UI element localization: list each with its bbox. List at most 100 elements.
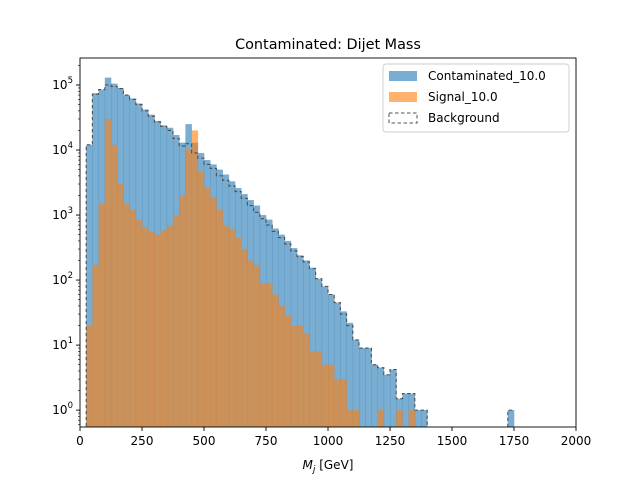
y-tick-exponent: 5 <box>68 76 73 86</box>
histogram-bar <box>166 225 174 427</box>
histogram-bar <box>247 260 254 427</box>
histogram-bar <box>290 325 298 427</box>
x-axis-label-subscript: j <box>311 465 316 475</box>
series-signal-10-0 <box>86 118 416 427</box>
histogram-bar <box>235 237 242 427</box>
x-tick-label: 750 <box>255 434 278 448</box>
y-tick-base: 10 <box>52 208 67 222</box>
histogram-bar <box>421 410 428 427</box>
x-tick-label: 2000 <box>561 434 592 448</box>
histogram-bar <box>408 410 416 427</box>
histogram-bar <box>507 410 515 427</box>
histogram-bar <box>377 367 385 427</box>
histogram-bar <box>334 379 341 427</box>
series-background <box>85 84 514 427</box>
histogram-bar <box>346 322 354 427</box>
histogram-bar <box>253 265 261 427</box>
histogram-bar <box>352 339 360 427</box>
histogram-bar <box>241 249 248 427</box>
histogram-bar <box>259 283 267 427</box>
y-tick-label: 104 <box>52 141 73 157</box>
histogram-bar <box>160 230 168 427</box>
x-axis-label: Mj [GeV] <box>303 458 354 475</box>
histogram-bar <box>173 215 180 427</box>
legend-swatch <box>389 92 417 102</box>
histogram-bar <box>92 265 99 427</box>
histogram-bar <box>309 267 316 427</box>
histogram-bar <box>104 118 112 427</box>
y-tick-label: 100 <box>52 401 73 417</box>
histogram-bar <box>135 219 143 427</box>
legend-label: Background <box>428 111 500 125</box>
histogram-bar <box>228 229 236 427</box>
histogram-bar <box>315 351 323 427</box>
histogram-bar <box>117 184 124 427</box>
histogram-bar <box>390 369 397 427</box>
y-tick-base: 10 <box>52 143 67 157</box>
histogram-bar <box>216 209 223 427</box>
histogram-bar <box>129 209 137 427</box>
histogram-bar <box>340 379 347 427</box>
legend-box <box>382 63 570 133</box>
x-axis-label-symbol: M <box>303 458 314 472</box>
histogram-bar <box>86 325 93 427</box>
histogram-bar <box>303 333 310 427</box>
histogram-bar <box>191 130 199 427</box>
legend-swatch <box>389 71 417 81</box>
y-tick-exponent: 0 <box>68 401 73 411</box>
x-axis: 0 250 500 750 1000 1250 1500 1750 2000 <box>76 427 591 448</box>
histogram-bar <box>272 294 279 427</box>
histogram-bar <box>328 294 335 427</box>
histogram-bar <box>179 195 186 427</box>
histogram-bar <box>321 286 329 427</box>
y-tick-label: 105 <box>52 76 73 92</box>
histogram-bar <box>222 225 230 427</box>
x-tick-label: 1750 <box>499 434 530 448</box>
histogram-bar <box>383 374 391 427</box>
histogram-bar <box>352 410 360 427</box>
x-tick-label: 500 <box>193 434 216 448</box>
histogram-bar <box>278 305 285 427</box>
background-step-line <box>85 84 514 427</box>
y-tick-exponent: 3 <box>68 206 73 216</box>
x-tick-label: 250 <box>131 434 154 448</box>
histogram-bar <box>92 93 99 427</box>
x-tick-label: 1250 <box>375 434 406 448</box>
chart-title: Contaminated: Dijet Mass <box>235 37 421 53</box>
legend: Contaminated_10.0 Signal_10.0 Background <box>382 63 570 133</box>
y-tick-base: 10 <box>52 338 67 352</box>
histogram-bar <box>371 364 378 427</box>
histogram-bar <box>210 197 217 427</box>
histogram-bar <box>204 188 211 427</box>
histogram-bar <box>148 231 155 427</box>
histogram-bar <box>334 302 341 427</box>
y-tick-base: 10 <box>52 78 67 92</box>
histogram-bar <box>266 283 273 427</box>
histogram-bar <box>377 410 385 427</box>
legend-swatch <box>388 112 418 124</box>
legend-label: Contaminated_10.0 <box>428 69 546 83</box>
histogram-bar <box>402 393 409 427</box>
y-tick-label: 101 <box>52 336 73 352</box>
histogram-bar <box>123 203 130 427</box>
x-tick-label: 0 <box>76 434 84 448</box>
histogram-bar <box>321 364 329 427</box>
histogram-bar <box>340 311 347 427</box>
legend-label: Signal_10.0 <box>428 90 498 104</box>
x-axis-label-unit: [GeV] <box>315 458 353 472</box>
histogram-bar <box>359 348 366 427</box>
x-tick-label: 1000 <box>313 434 344 448</box>
y-tick-exponent: 4 <box>68 141 73 151</box>
histogram-bar <box>396 410 403 427</box>
histogram-bar <box>346 410 354 427</box>
histogram-bar <box>98 203 106 427</box>
histogram-bar <box>185 150 192 427</box>
histogram-bar <box>86 144 93 427</box>
y-tick-exponent: 1 <box>68 336 73 346</box>
y-tick-label: 102 <box>52 271 73 287</box>
y-tick-label: 103 <box>52 206 73 222</box>
y-tick-base: 10 <box>52 403 67 417</box>
y-tick-base: 10 <box>52 273 67 287</box>
